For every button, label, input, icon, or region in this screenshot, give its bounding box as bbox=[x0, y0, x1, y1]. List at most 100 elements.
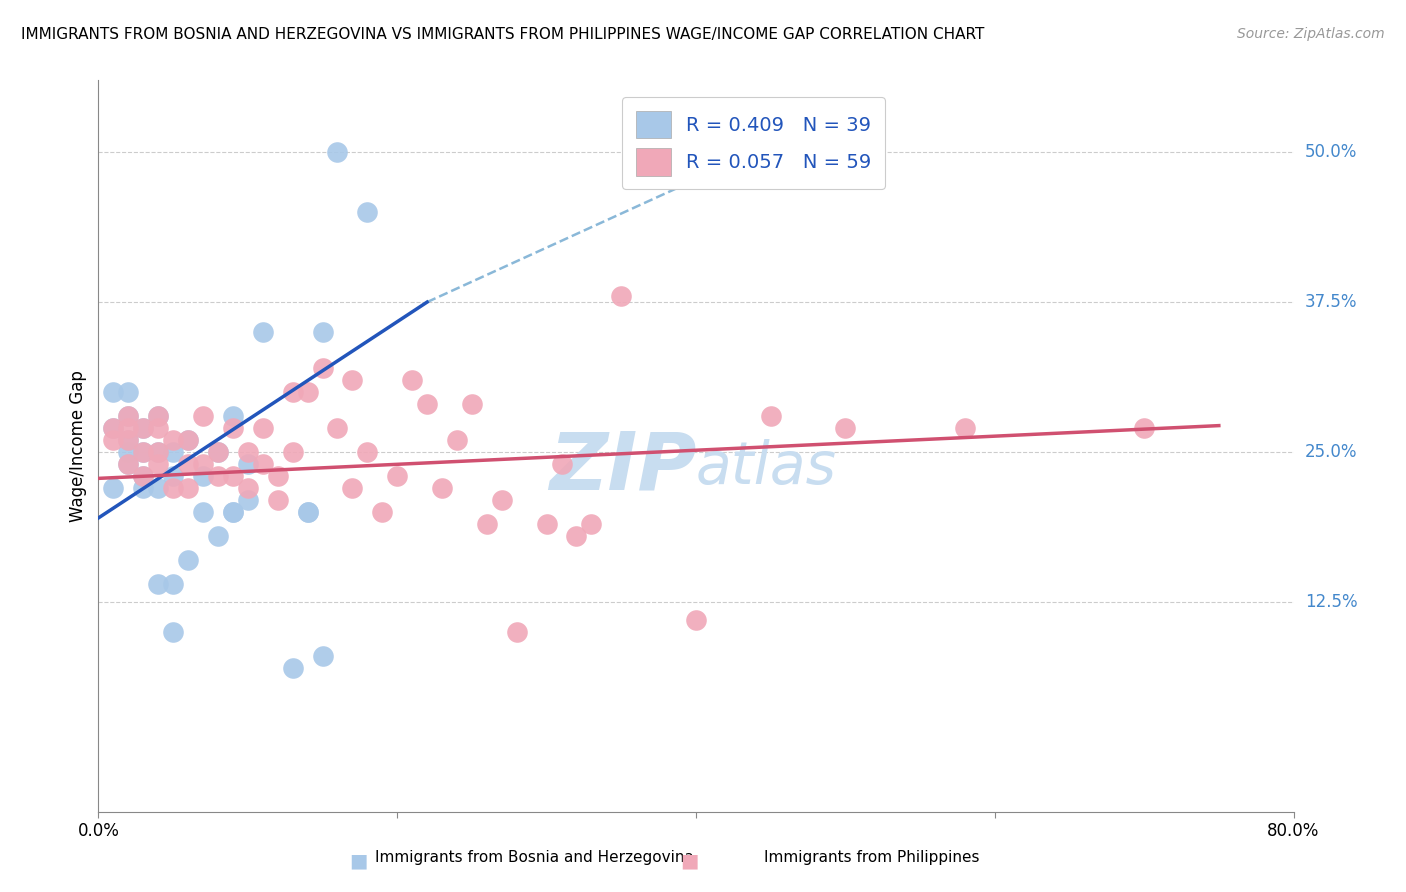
Point bbox=[759, 409, 782, 423]
Point bbox=[252, 457, 274, 471]
Point bbox=[311, 361, 333, 376]
Point bbox=[148, 421, 170, 435]
Point bbox=[506, 624, 529, 639]
Text: IMMIGRANTS FROM BOSNIA AND HERZEGOVINA VS IMMIGRANTS FROM PHILIPPINES WAGE/INCOM: IMMIGRANTS FROM BOSNIA AND HERZEGOVINA V… bbox=[21, 27, 984, 42]
Point bbox=[191, 409, 214, 423]
Point bbox=[132, 481, 155, 495]
Point bbox=[267, 469, 290, 483]
Point bbox=[148, 445, 170, 459]
Point bbox=[311, 648, 333, 663]
Point bbox=[342, 373, 364, 387]
Point bbox=[103, 421, 125, 435]
Point bbox=[207, 445, 229, 459]
Text: ■: ■ bbox=[349, 851, 368, 871]
Point bbox=[117, 433, 139, 447]
Point bbox=[177, 433, 200, 447]
Point bbox=[132, 469, 155, 483]
Text: 12.5%: 12.5% bbox=[1305, 593, 1357, 611]
Point bbox=[356, 205, 378, 219]
Point bbox=[267, 492, 290, 507]
Point bbox=[148, 409, 170, 423]
Text: Immigrants from Bosnia and Herzegovina: Immigrants from Bosnia and Herzegovina bbox=[375, 850, 693, 865]
Text: 25.0%: 25.0% bbox=[1305, 443, 1357, 461]
Point bbox=[430, 481, 453, 495]
Point bbox=[191, 457, 214, 471]
Point bbox=[416, 397, 439, 411]
Point bbox=[236, 492, 259, 507]
Point bbox=[385, 469, 409, 483]
Point bbox=[132, 445, 155, 459]
Point bbox=[103, 421, 125, 435]
Point bbox=[132, 445, 155, 459]
Point bbox=[132, 421, 155, 435]
Text: 50.0%: 50.0% bbox=[1305, 144, 1357, 161]
Text: Source: ZipAtlas.com: Source: ZipAtlas.com bbox=[1237, 27, 1385, 41]
Point bbox=[103, 481, 125, 495]
Point bbox=[162, 577, 184, 591]
Point bbox=[297, 505, 319, 519]
Point bbox=[565, 529, 588, 543]
Text: ZIP: ZIP bbox=[548, 429, 696, 507]
Point bbox=[207, 529, 229, 543]
Point bbox=[177, 457, 200, 471]
Point bbox=[953, 421, 976, 435]
Point bbox=[148, 481, 170, 495]
Point bbox=[536, 516, 558, 531]
Point bbox=[401, 373, 423, 387]
Point bbox=[371, 505, 394, 519]
Point bbox=[132, 469, 155, 483]
Point bbox=[446, 433, 468, 447]
Point bbox=[356, 445, 378, 459]
Point bbox=[117, 457, 139, 471]
Point bbox=[148, 409, 170, 423]
Point bbox=[297, 385, 319, 400]
Point bbox=[326, 421, 349, 435]
Point bbox=[252, 325, 274, 339]
Point bbox=[117, 409, 139, 423]
Point bbox=[177, 433, 200, 447]
Point bbox=[342, 481, 364, 495]
Point bbox=[550, 457, 572, 471]
Point bbox=[148, 577, 170, 591]
Point bbox=[326, 145, 349, 160]
Point bbox=[236, 445, 259, 459]
Point bbox=[162, 445, 184, 459]
Point bbox=[191, 505, 214, 519]
Point bbox=[103, 433, 125, 447]
Point bbox=[461, 397, 484, 411]
Point bbox=[117, 445, 139, 459]
Point bbox=[610, 289, 633, 303]
Point bbox=[222, 505, 245, 519]
Y-axis label: Wage/Income Gap: Wage/Income Gap bbox=[69, 370, 87, 522]
Point bbox=[117, 409, 139, 423]
Point bbox=[475, 516, 498, 531]
Point bbox=[311, 325, 333, 339]
Point bbox=[191, 469, 214, 483]
Point bbox=[117, 433, 139, 447]
Text: ■: ■ bbox=[679, 851, 699, 871]
Point bbox=[177, 481, 200, 495]
Point bbox=[162, 624, 184, 639]
Point bbox=[281, 385, 304, 400]
Point bbox=[581, 516, 603, 531]
Point bbox=[222, 469, 245, 483]
Point bbox=[685, 613, 707, 627]
Legend: R = 0.409   N = 39, R = 0.057   N = 59: R = 0.409 N = 39, R = 0.057 N = 59 bbox=[621, 97, 884, 189]
Point bbox=[207, 469, 229, 483]
Point bbox=[700, 145, 723, 160]
Point bbox=[222, 421, 245, 435]
Point bbox=[162, 433, 184, 447]
Point bbox=[117, 385, 139, 400]
Point bbox=[103, 385, 125, 400]
Point bbox=[281, 661, 304, 675]
Point bbox=[177, 553, 200, 567]
Point bbox=[222, 409, 245, 423]
Point bbox=[117, 421, 139, 435]
Point bbox=[297, 505, 319, 519]
Point bbox=[252, 421, 274, 435]
Point bbox=[117, 457, 139, 471]
Point bbox=[207, 445, 229, 459]
Point bbox=[222, 505, 245, 519]
Point bbox=[281, 445, 304, 459]
Text: atlas: atlas bbox=[696, 440, 837, 497]
